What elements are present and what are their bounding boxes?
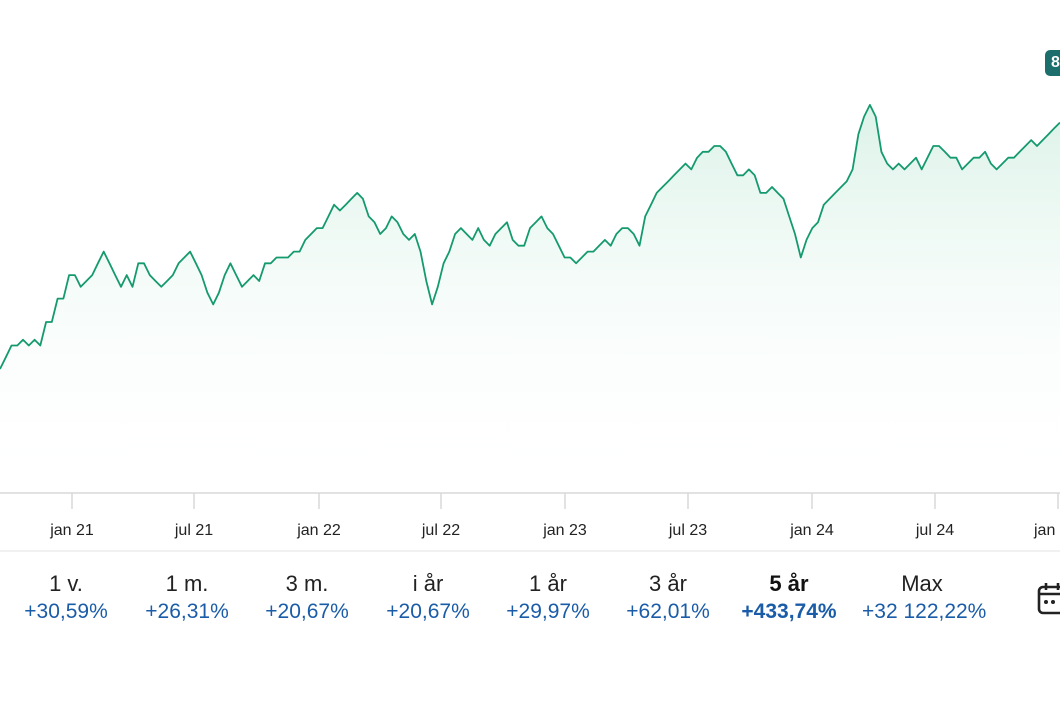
price-area-fill: [0, 104, 1060, 494]
range-label: 3 m.: [285, 571, 329, 596]
calendar-icon: [1037, 583, 1060, 615]
x-tick-label: jul 22: [421, 522, 460, 539]
calendar-button[interactable]: [1036, 580, 1060, 616]
x-tick-label: jan 22: [296, 522, 341, 539]
x-tick-label: jul 24: [915, 522, 954, 539]
time-range-selector: 1 v. +30,59% 1 m. +26,31% 3 m. +20,67% i år +20…: [0, 552, 1060, 632]
range-option[interactable]: Max +32 122,22%: [862, 570, 987, 626]
range-option[interactable]: 1 år +29,97%: [488, 570, 608, 626]
range-label: 1 år: [529, 571, 567, 596]
range-label: Max: [901, 571, 943, 596]
x-tick-label: jan 24: [789, 522, 834, 539]
range-label: 1 m.: [165, 571, 209, 596]
x-tick-label: jan: [1033, 522, 1055, 539]
range-change: +29,97%: [506, 600, 590, 623]
price-chart[interactable]: jan 21 jul 21 jan 22 jul 22 jan 23 jul 23 jan …: [0, 0, 1060, 552]
x-tick-label: jan 23: [542, 522, 587, 539]
range-option[interactable]: 3 år +62,01%: [608, 570, 728, 626]
range-option[interactable]: i år +20,67%: [368, 570, 488, 626]
current-price-badge: 8: [1045, 50, 1060, 76]
range-label: 3 år: [649, 571, 687, 596]
range-label: 1 v.: [49, 571, 83, 596]
range-change: +30,59%: [24, 600, 108, 623]
range-change: +32 122,22%: [862, 600, 987, 623]
range-change: +62,01%: [626, 600, 710, 623]
range-option[interactable]: 1 m. +26,31%: [127, 570, 247, 626]
x-tick-label: jul 23: [668, 522, 707, 539]
range-change: +26,31%: [145, 600, 229, 623]
chart-svg[interactable]: jan 21 jul 21 jan 22 jul 22 jan 23 jul 23 jan …: [0, 0, 1060, 552]
range-change: +20,67%: [265, 600, 349, 623]
range-label: 5 år: [769, 571, 809, 596]
x-tick-label: jul 21: [174, 522, 213, 539]
x-tick-label: jan 21: [49, 522, 94, 539]
range-option[interactable]: 1 v. +30,59%: [6, 570, 126, 626]
range-option[interactable]: 5 år +433,74%: [729, 570, 849, 626]
price-line: [0, 104, 1060, 370]
range-option[interactable]: 3 m. +20,67%: [247, 570, 367, 626]
range-label: i år: [412, 571, 444, 596]
range-change: +433,74%: [741, 600, 837, 623]
range-change: +20,67%: [386, 600, 470, 623]
